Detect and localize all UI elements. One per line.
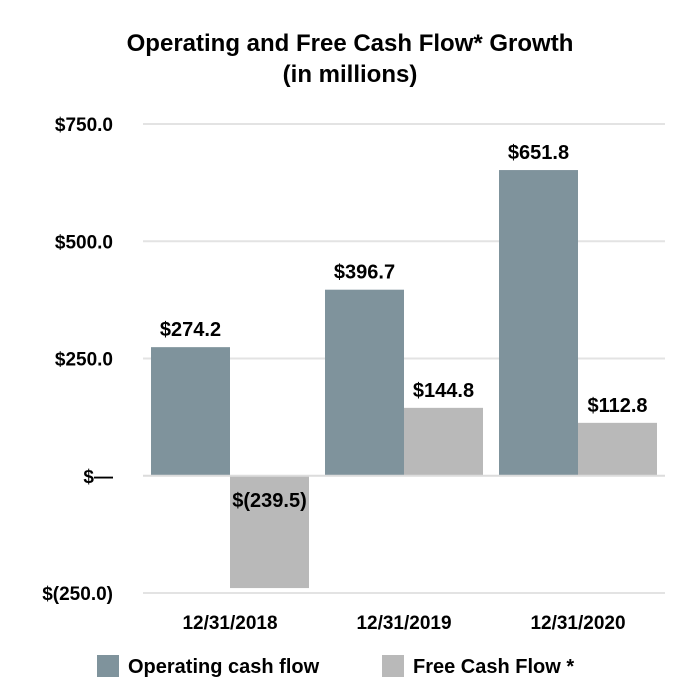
y-axis: $750.0 $500.0 $250.0 $— $(250.0) — [42, 115, 113, 605]
data-label: $(239.5) — [232, 490, 307, 512]
y-tick-label: $750.0 — [55, 115, 113, 136]
data-label: $396.7 — [334, 262, 395, 284]
y-tick-label: $(250.0) — [42, 584, 113, 605]
x-tick-label: 12/31/2019 — [356, 613, 451, 634]
legend-swatch-series0 — [97, 655, 119, 677]
bar-series1-1 — [404, 407, 483, 476]
bar-series1-0 — [230, 475, 309, 589]
data-label: $651.8 — [508, 142, 569, 164]
data-label: $144.8 — [413, 380, 474, 402]
bars — [143, 170, 665, 589]
data-labels: $274.2 $396.7 $651.8 $(239.5) $144.8 $112.8 — [160, 142, 648, 512]
bar-series1-2 — [578, 422, 657, 476]
bar-series0-2 — [499, 170, 578, 476]
bar-series0-1 — [325, 289, 404, 476]
x-tick-label: 12/31/2018 — [182, 613, 277, 634]
bar-series0-0 — [151, 347, 230, 476]
legend-label: Operating cash flow — [128, 656, 320, 678]
y-tick-label: $500.0 — [55, 232, 113, 253]
y-tick-label: $250.0 — [55, 350, 113, 371]
data-label: $274.2 — [160, 319, 221, 341]
chart-subtitle: (in millions) — [283, 61, 418, 88]
chart-title: Operating and Free Cash Flow* Growth — [127, 30, 574, 57]
legend: Operating cash flow Free Cash Flow * — [97, 655, 574, 678]
data-label: $112.8 — [587, 395, 647, 417]
x-tick-label: 12/31/2020 — [530, 613, 625, 634]
y-tick-label: $— — [83, 467, 113, 488]
legend-label: Free Cash Flow * — [413, 656, 574, 678]
legend-swatch-series1 — [382, 655, 404, 677]
x-axis: 12/31/2018 12/31/2019 12/31/2020 — [182, 613, 625, 634]
